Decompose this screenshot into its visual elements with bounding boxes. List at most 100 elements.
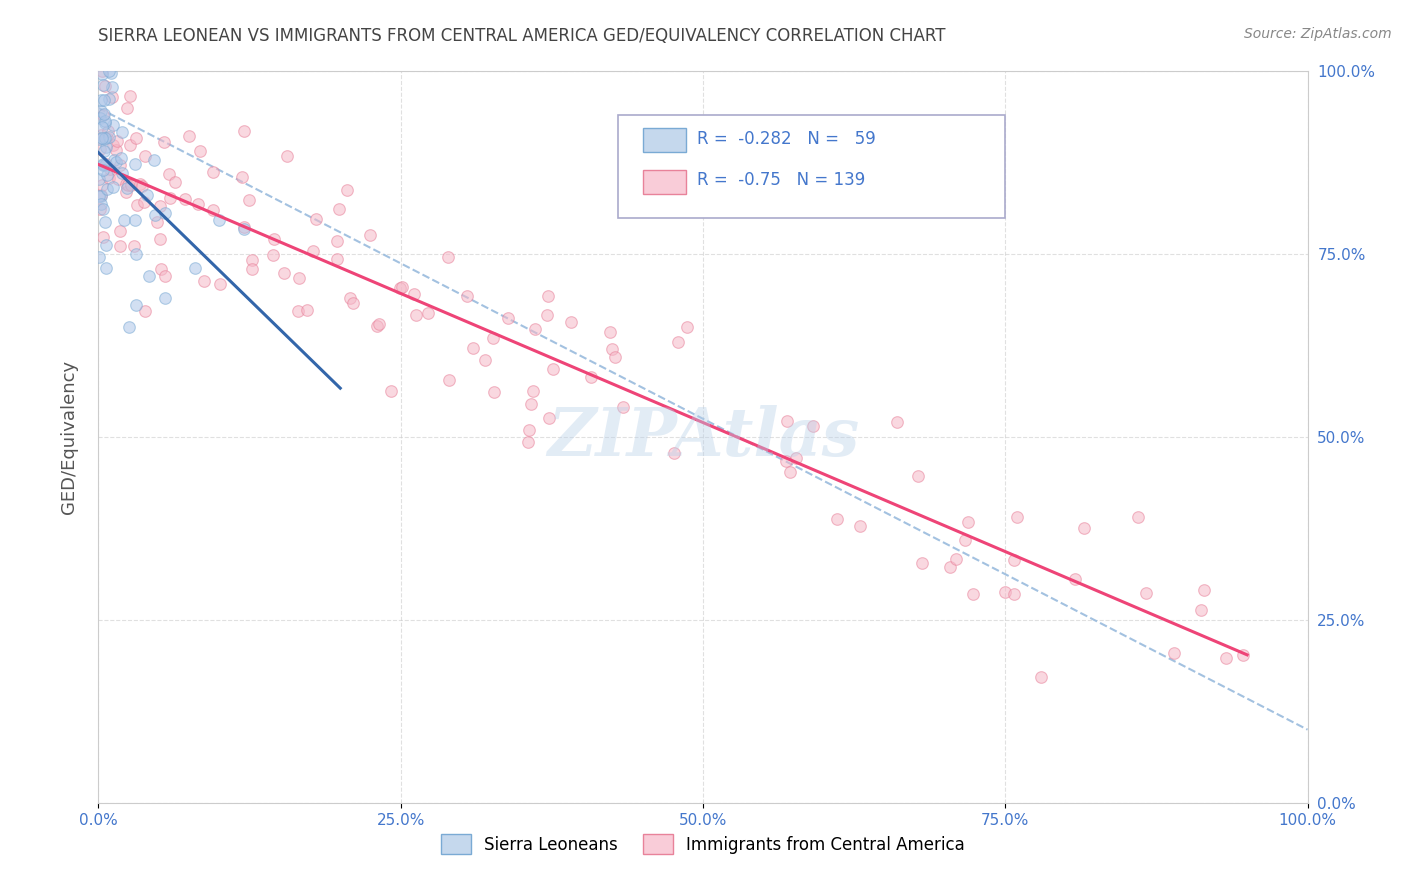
Point (91, 158, 114, 172)
Point (97, 124, 120, 138)
Point (1005, 510, 1028, 524)
Point (125, 247, 148, 261)
Point (231, 169, 253, 184)
Y-axis label: GED/Equivalency: GED/Equivalency (59, 360, 77, 514)
Point (124, 157, 146, 171)
Point (129, 178, 152, 192)
Point (163, 175, 186, 189)
Point (405, 308, 427, 322)
Point (276, 149, 298, 163)
Point (127, 198, 149, 212)
Point (93, 107, 115, 121)
Point (93, 93, 115, 107)
Point (1064, 572, 1087, 586)
Point (94, 140, 117, 154)
Point (94, 157, 117, 171)
Point (523, 322, 546, 336)
Point (825, 512, 848, 526)
Point (90, 131, 112, 145)
Point (146, 215, 169, 229)
Point (368, 317, 391, 331)
Point (149, 261, 172, 276)
Legend: Sierra Leoneans, Immigrants from Central America: Sierra Leoneans, Immigrants from Central… (434, 828, 972, 860)
Point (87, 171, 110, 186)
Point (132, 195, 155, 210)
Point (125, 131, 148, 145)
Point (98, 170, 121, 185)
Point (89, 202, 111, 216)
Point (779, 465, 801, 479)
Point (91, 157, 114, 171)
Point (93, 144, 115, 158)
Point (100, 65, 122, 79)
Point (388, 281, 411, 295)
Point (96, 181, 118, 195)
Point (149, 199, 172, 213)
Point (955, 533, 977, 548)
Point (184, 261, 207, 276)
Point (89, 132, 111, 146)
Point (418, 306, 440, 320)
Point (134, 304, 156, 318)
Point (118, 89, 141, 103)
Point (96, 168, 118, 182)
Point (131, 178, 153, 193)
Point (153, 206, 176, 220)
Point (519, 423, 541, 437)
Point (1163, 646, 1185, 660)
Point (114, 186, 136, 200)
Point (994, 584, 1017, 599)
Point (89, 111, 111, 125)
Point (1189, 603, 1212, 617)
Point (1031, 670, 1053, 684)
Point (93, 130, 115, 145)
Point (1073, 521, 1095, 535)
Point (93, 132, 115, 146)
Point (380, 384, 402, 398)
Point (612, 401, 634, 415)
Point (938, 560, 960, 574)
Point (496, 311, 519, 326)
Point (1128, 509, 1150, 524)
Point (193, 274, 215, 288)
Point (105, 155, 128, 169)
Point (208, 213, 231, 227)
Point (776, 414, 799, 428)
Text: Source: ZipAtlas.com: Source: ZipAtlas.com (1244, 27, 1392, 41)
Point (945, 552, 967, 566)
Point (115, 101, 138, 115)
Point (94, 115, 117, 129)
Point (112, 213, 135, 227)
Point (886, 416, 908, 430)
Point (94, 79, 117, 94)
Point (118, 320, 141, 334)
Point (287, 303, 309, 318)
Point (94, 260, 117, 275)
Point (120, 178, 142, 192)
Point (87, 188, 110, 202)
Point (1232, 648, 1254, 662)
Point (907, 468, 929, 483)
Point (188, 144, 211, 158)
Point (93, 107, 115, 121)
Point (536, 308, 558, 322)
Point (124, 213, 146, 227)
Point (122, 238, 145, 252)
Point (1135, 586, 1157, 600)
Point (94, 238, 117, 252)
Point (90, 104, 112, 119)
Point (90, 197, 112, 211)
Point (437, 373, 460, 387)
Point (520, 397, 543, 411)
Point (1215, 651, 1237, 665)
Point (134, 149, 156, 163)
Point (108, 224, 131, 238)
Point (103, 153, 125, 168)
Point (1002, 587, 1025, 601)
Point (143, 208, 166, 222)
Point (93, 230, 115, 244)
Point (336, 183, 359, 197)
Point (391, 279, 413, 293)
Point (232, 220, 254, 235)
Point (90, 128, 112, 142)
